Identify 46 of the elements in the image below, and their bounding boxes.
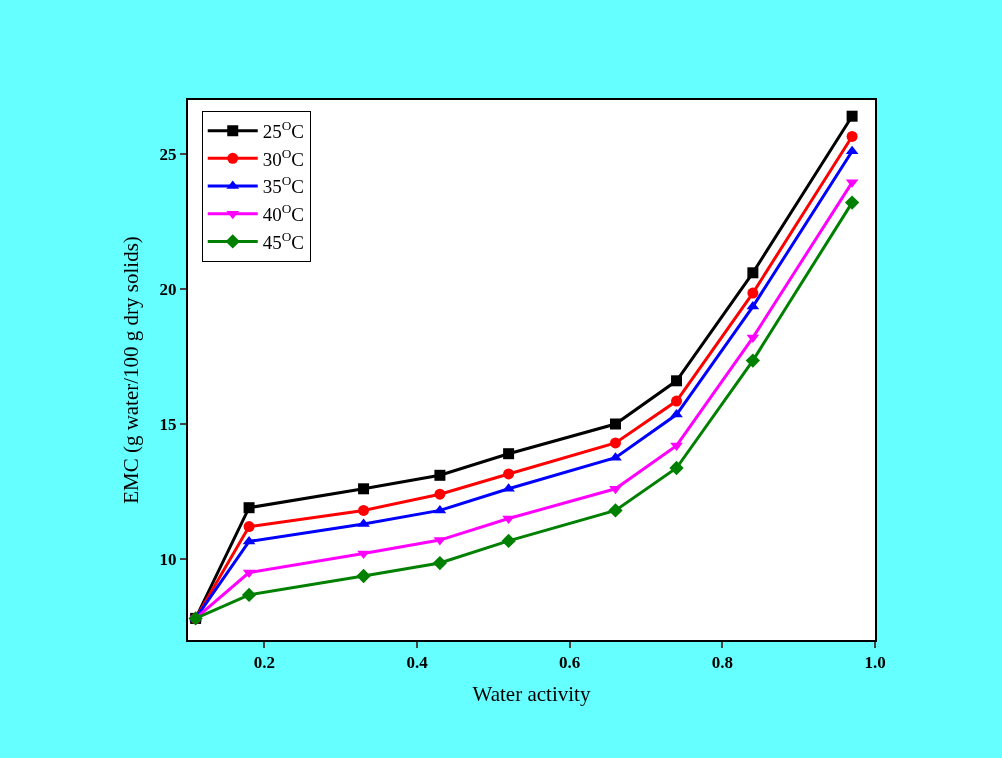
point — [608, 503, 623, 518]
legend-label: 35$^{O}$C — [262, 173, 305, 198]
point — [242, 535, 256, 545]
legend-label: 25$^{O}$C — [262, 118, 305, 143]
point — [671, 395, 683, 407]
y-tick-label: 25 — [159, 144, 177, 164]
legend-label: 45$^{O}$C — [262, 228, 305, 253]
point — [844, 195, 860, 210]
point — [358, 483, 370, 495]
point — [846, 110, 858, 122]
point — [243, 502, 255, 514]
point — [609, 437, 621, 449]
point — [356, 568, 371, 584]
y-tick-label: 10 — [159, 549, 177, 569]
point — [745, 353, 761, 368]
point — [846, 130, 858, 142]
point — [503, 468, 515, 480]
legend-label: 30$^{O}$C — [262, 145, 305, 170]
point — [432, 555, 448, 571]
point — [747, 267, 759, 279]
point — [503, 448, 515, 460]
point — [746, 334, 760, 344]
point — [358, 504, 370, 516]
x-tick-label: 0.2 — [253, 653, 275, 673]
point — [357, 550, 370, 560]
y-tick-label: 20 — [159, 279, 177, 299]
point — [433, 504, 447, 514]
y-axis-title: EMC (g water/100 g dry solids) — [119, 236, 144, 504]
point — [845, 145, 859, 155]
x-axis-title: Water activity — [472, 682, 591, 707]
point — [434, 488, 446, 500]
point — [434, 469, 446, 481]
legend-label: 40$^{O}$C — [262, 201, 305, 226]
point — [669, 460, 684, 476]
x-tick-label: 0.4 — [406, 653, 429, 673]
x-tick-label: 0.6 — [559, 653, 581, 673]
x-tick-label: 1.0 — [864, 653, 886, 673]
point — [241, 587, 257, 603]
point — [671, 375, 683, 387]
point — [501, 533, 516, 549]
point — [670, 442, 683, 452]
point — [609, 418, 621, 430]
x-tick-label: 0.8 — [711, 653, 733, 673]
y-tick-label: 15 — [159, 414, 177, 434]
point — [747, 287, 759, 299]
point — [243, 521, 255, 533]
